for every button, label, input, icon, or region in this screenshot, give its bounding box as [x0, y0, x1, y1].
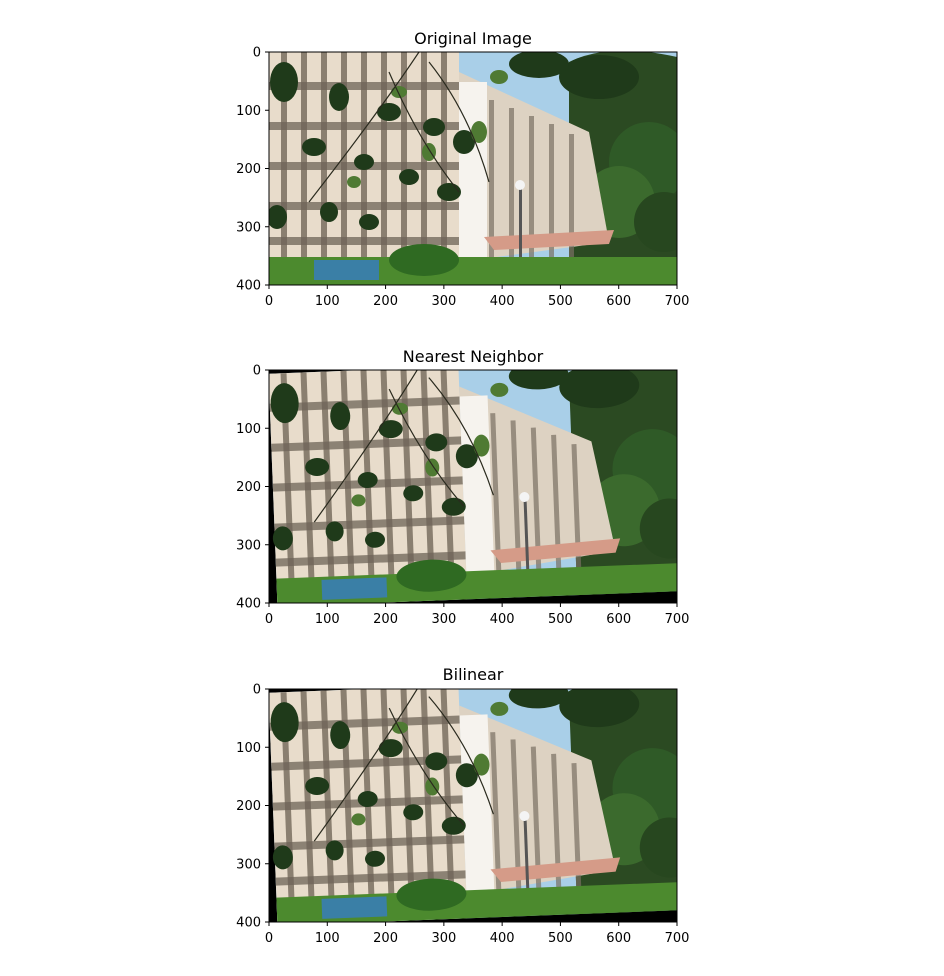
y-tick-label: 200: [236, 162, 261, 177]
x-tick-label: 200: [373, 612, 398, 627]
x-tick-label: 400: [490, 294, 515, 309]
x-tick-label: 600: [606, 294, 631, 309]
y-tick-label: 400: [236, 279, 261, 294]
image-bilinear: [269, 689, 677, 922]
x-tick-label: 0: [265, 612, 273, 627]
y-tick-label: 200: [236, 799, 261, 814]
x-tick-label: 500: [548, 294, 573, 309]
x-tick-label: 200: [373, 931, 398, 946]
y-tick-label: 100: [236, 104, 261, 119]
panel-bilinear: Bilinear 0 100 200 300 400 500 600 700 0 100 200 3…: [236, 665, 690, 946]
title-2: Nearest Neighbor: [403, 347, 544, 366]
x-tick-label: 500: [548, 931, 573, 946]
x-tick-label: 100: [315, 294, 340, 309]
x-tick-label: 200: [373, 294, 398, 309]
y-ticks-3: 0 100 200 300 400: [236, 683, 269, 931]
y-tick-label: 100: [236, 422, 261, 437]
x-tick-label: 0: [265, 931, 273, 946]
x-tick-label: 300: [431, 612, 456, 627]
y-tick-label: 0: [253, 683, 261, 698]
y-tick-label: 100: [236, 741, 261, 756]
y-ticks-2: 0 100 200 300 400: [236, 364, 269, 612]
x-ticks-2: 0 100 200 300 400 500 600 700: [265, 603, 690, 627]
x-tick-label: 500: [548, 612, 573, 627]
x-ticks-3: 0 100 200 300 400 500 600 700: [265, 922, 690, 946]
y-tick-label: 300: [236, 220, 261, 235]
panel-original-image: Original Image 0 100 200 300 400 500 600 700 0 1…: [236, 29, 690, 309]
y-tick-label: 200: [236, 480, 261, 495]
image-original: [269, 52, 677, 285]
title-1: Original Image: [414, 29, 532, 48]
image-nearest-neighbor: [269, 370, 677, 603]
title-3: Bilinear: [443, 665, 504, 684]
y-ticks-1: 0 100 200 300 400: [236, 46, 269, 294]
x-tick-label: 400: [490, 612, 515, 627]
x-tick-label: 700: [665, 931, 690, 946]
x-tick-label: 0: [265, 294, 273, 309]
x-tick-label: 300: [431, 294, 456, 309]
x-tick-label: 300: [431, 931, 456, 946]
y-tick-label: 400: [236, 916, 261, 931]
x-tick-label: 600: [606, 612, 631, 627]
y-tick-label: 400: [236, 597, 261, 612]
y-tick-label: 0: [253, 364, 261, 379]
x-ticks-1: 0 100 200 300 400 500 600 700: [265, 285, 690, 309]
x-tick-label: 100: [315, 931, 340, 946]
y-tick-label: 0: [253, 46, 261, 61]
x-tick-label: 600: [606, 931, 631, 946]
y-tick-label: 300: [236, 857, 261, 872]
x-tick-label: 400: [490, 931, 515, 946]
x-tick-label: 700: [665, 612, 690, 627]
y-tick-label: 300: [236, 538, 261, 553]
x-tick-label: 100: [315, 612, 340, 627]
panel-nearest-neighbor: Nearest Neighbor 0 100 200 300 400 500 600 700 …: [236, 347, 690, 627]
x-tick-label: 700: [665, 294, 690, 309]
